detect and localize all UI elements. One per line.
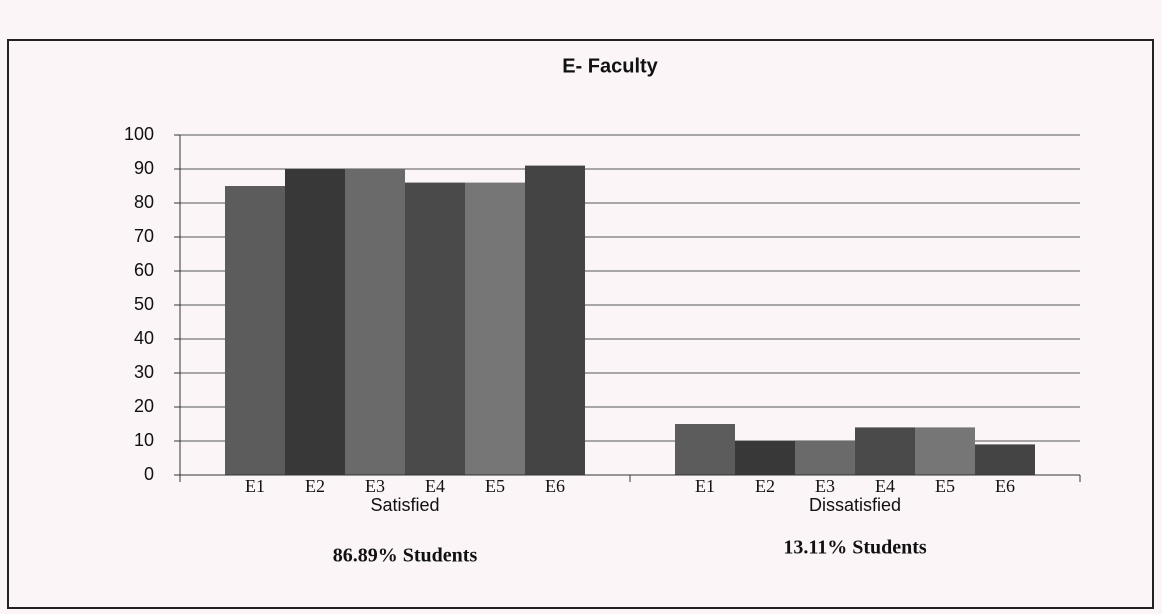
bar bbox=[855, 427, 915, 475]
annotation: 13.11% Students bbox=[783, 537, 927, 559]
y-tick-label: 20 bbox=[134, 396, 154, 416]
bar bbox=[525, 165, 585, 475]
y-tick-label: 90 bbox=[134, 158, 154, 178]
y-tick-label: 40 bbox=[134, 328, 154, 348]
series-label: E1 bbox=[695, 476, 715, 496]
series-label: E6 bbox=[545, 476, 565, 496]
bar bbox=[975, 444, 1035, 475]
y-tick-label: 100 bbox=[124, 124, 154, 144]
x-tick-label: Dissatisfied bbox=[809, 495, 901, 515]
bar bbox=[735, 441, 795, 475]
series-label: E5 bbox=[485, 476, 505, 496]
bar bbox=[345, 169, 405, 475]
series-label: E5 bbox=[935, 476, 955, 496]
bar bbox=[225, 186, 285, 475]
series-label: E2 bbox=[755, 476, 775, 496]
series-label: E4 bbox=[425, 476, 445, 496]
x-tick-label: Satisfied bbox=[370, 495, 439, 515]
annotation: 86.89% Students bbox=[333, 545, 478, 567]
chart-title: E- Faculty bbox=[562, 55, 658, 77]
bar bbox=[405, 182, 465, 475]
y-tick-label: 70 bbox=[134, 226, 154, 246]
y-tick-label: 60 bbox=[134, 260, 154, 280]
y-tick-label: 30 bbox=[134, 362, 154, 382]
series-label: E6 bbox=[995, 476, 1015, 496]
bar bbox=[795, 441, 855, 475]
y-tick-label: 0 bbox=[144, 464, 154, 484]
y-tick-label: 80 bbox=[134, 192, 154, 212]
series-label: E3 bbox=[815, 476, 835, 496]
series-label: E2 bbox=[305, 476, 325, 496]
bar bbox=[915, 427, 975, 475]
y-tick-label: 10 bbox=[134, 430, 154, 450]
bar bbox=[285, 169, 345, 475]
y-tick-label: 50 bbox=[134, 294, 154, 314]
bar bbox=[675, 424, 735, 475]
frame bbox=[7, 39, 1154, 609]
bar bbox=[465, 182, 525, 475]
series-label: E3 bbox=[365, 476, 385, 496]
series-label: E4 bbox=[875, 476, 895, 496]
series-label: E1 bbox=[245, 476, 265, 496]
